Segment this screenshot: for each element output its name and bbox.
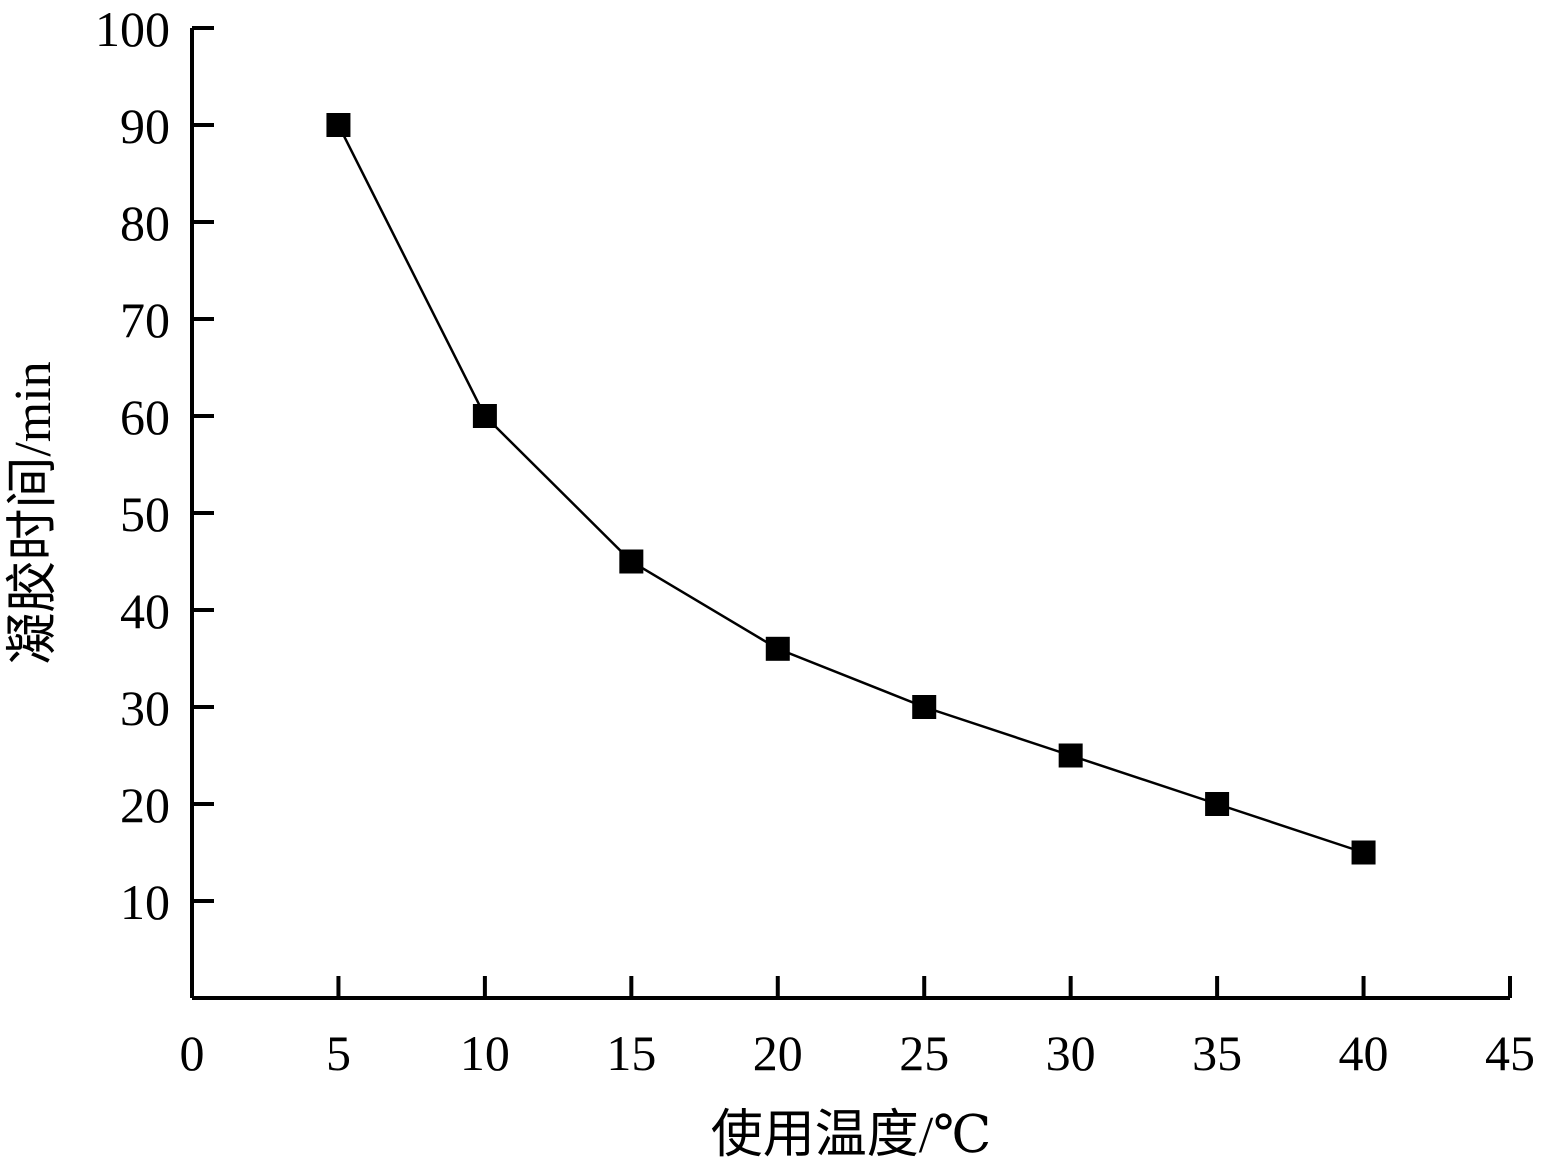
data-point-marker xyxy=(1058,743,1083,768)
series-points xyxy=(326,113,1376,865)
x-tick-label: 0 xyxy=(180,1025,205,1081)
x-tick-label: 40 xyxy=(1339,1025,1389,1081)
data-point-marker xyxy=(619,549,644,574)
y-tick-label: 30 xyxy=(120,680,170,736)
x-tick-label: 35 xyxy=(1192,1025,1242,1081)
data-point-marker xyxy=(1205,792,1230,816)
x-tick-label: 15 xyxy=(606,1025,656,1081)
y-tick-label: 10 xyxy=(120,874,170,930)
data-point-marker xyxy=(912,695,937,719)
x-tick-label: 25 xyxy=(899,1025,949,1081)
data-point-marker xyxy=(765,636,790,661)
data-point-marker xyxy=(326,113,351,137)
series-line xyxy=(337,124,1364,854)
y-tick-label: 60 xyxy=(120,389,170,445)
x-tick-label: 20 xyxy=(753,1025,803,1081)
x-tick-label: 5 xyxy=(326,1025,351,1081)
y-axis-ticks: 10 20 30 40 50 60 70 80 90 100 xyxy=(95,1,214,930)
x-axis-title: 使用温度/℃ xyxy=(711,1107,992,1162)
y-tick-label: 90 xyxy=(120,98,170,154)
x-tick-label: 10 xyxy=(460,1025,510,1081)
x-axis-ticks: 0 5 10 15 20 25 30 35 40 45 xyxy=(180,976,1535,1081)
chart-axes xyxy=(190,28,1510,1000)
y-tick-label: 50 xyxy=(120,486,170,542)
x-tick-label: 45 xyxy=(1485,1025,1535,1081)
y-tick-label: 80 xyxy=(120,195,170,251)
data-point-marker xyxy=(1351,840,1376,865)
y-tick-label: 100 xyxy=(95,1,170,57)
y-tick-label: 40 xyxy=(120,583,170,639)
series-lines xyxy=(337,124,1364,854)
y-axis-title: 凝胶时间/min xyxy=(5,361,62,664)
y-tick-label: 70 xyxy=(120,292,170,348)
y-tick-label: 20 xyxy=(120,777,170,833)
data-point-marker xyxy=(472,404,497,428)
x-tick-label: 30 xyxy=(1046,1025,1096,1081)
